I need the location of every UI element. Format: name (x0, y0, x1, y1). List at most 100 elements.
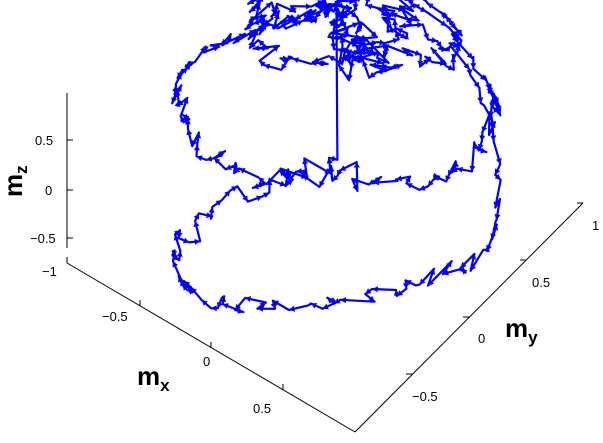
trajectory-arrowhead (406, 50, 413, 57)
trajectory-arrowhead (382, 15, 389, 22)
trajectory-arrowhead (412, 2, 419, 9)
trajectory-arrowhead (445, 16, 452, 23)
trajectory-arrowhead (356, 26, 362, 33)
trajectory-arrowhead (178, 276, 184, 283)
trajectory-arrowhead (348, 63, 355, 69)
trajectory-arrowhead (356, 54, 363, 61)
trajectory-arrowhead (394, 31, 401, 38)
trajectory-arrowhead (385, 17, 392, 24)
trajectory-arrowhead (330, 20, 337, 26)
trajectory-arrowhead (300, 173, 308, 179)
trajectory-arrowhead (368, 179, 375, 185)
trajectory-arrowhead (372, 286, 378, 293)
trajectory-arrowhead (323, 11, 330, 18)
trajectory-arrowhead (382, 43, 389, 50)
trajectory-arrowhead (390, 63, 397, 70)
trajectory-arrowhead (472, 142, 479, 149)
trajectory-arrowhead (431, 37, 438, 44)
trajectory-arrowhead (211, 305, 217, 312)
trajectory-arrowhead (272, 45, 279, 52)
trajectory-arrowhead (321, 60, 328, 67)
trajectory-arrowhead (412, 14, 419, 21)
trajectory-arrowhead (296, 168, 302, 175)
trajectory-arrowhead (171, 97, 177, 104)
trajectory-arrowhead (428, 279, 434, 286)
trajectory-arrowhead (433, 174, 440, 180)
trajectory-arrowhead (495, 158, 502, 165)
trajectory-arrowhead (245, 23, 252, 30)
trajectory-arrowhead (493, 97, 499, 104)
trajectory-arrowhead (352, 184, 358, 191)
trajectory-arrowhead (295, 13, 302, 20)
y-ticks: −0.5 0 0.5 1 (406, 202, 599, 404)
trajectory-arrowhead (326, 157, 333, 164)
trajectory-arrowhead (381, 9, 387, 16)
trajectory-arrowhead (417, 21, 423, 28)
trajectory-arrowhead (337, 16, 344, 24)
trajectory-arrowhead (328, 56, 335, 62)
trajectory-arrowhead (392, 37, 399, 44)
x-tick-label: −1 (42, 264, 57, 279)
trajectory-arrowhead (206, 155, 213, 162)
trajectory-arrowhead (383, 45, 390, 51)
trajectory-arrowhead (327, 5, 334, 12)
trajectory-arrowhead (440, 20, 447, 26)
trajectory-arrowhead (273, 3, 280, 10)
trajectory-arrowhead (310, 59, 317, 66)
trajectory-arrowhead (494, 173, 501, 180)
trajectory-arrowhead (460, 261, 467, 268)
trajectory-arrowhead (238, 33, 245, 39)
trajectory-arrowhead (382, 57, 389, 64)
trajectory-arrowhead (306, 12, 313, 19)
trajectory-arrowhead (488, 90, 494, 97)
trajectory-arrowhead (387, 27, 394, 33)
trajectory-arrowhead (427, 3, 434, 9)
trajectory-arrowhead (281, 63, 287, 70)
trajectory-arrowhead (176, 251, 183, 257)
trajectory-arrowhead (224, 190, 231, 197)
trajectory-arrowhead (234, 167, 241, 174)
trajectory-arrowhead (419, 278, 426, 285)
trajectory-arrowhead (494, 168, 501, 175)
trajectory-arrowhead (484, 246, 490, 253)
trajectory-arrowhead (356, 57, 363, 64)
trajectory-arrowhead (353, 48, 360, 55)
trajectory-arrowhead (186, 129, 193, 136)
trajectory-arrowhead (341, 10, 348, 17)
trajectory-arrowhead (358, 0, 360, 1)
trajectory-arrowhead (404, 0, 411, 1)
y-tick-label: 0 (478, 331, 485, 346)
trajectory-arrowhead (339, 165, 347, 171)
trajectory-arrowhead (473, 81, 480, 88)
trajectory-arrowhead (194, 238, 201, 245)
trajectory-series (170, 0, 502, 314)
trajectory-arrowhead (285, 172, 292, 179)
trajectory-arrowhead (248, 32, 255, 40)
trajectory-arrowhead (402, 48, 409, 54)
trajectory-arrowhead (365, 48, 372, 55)
trajectory-arrowhead (358, 49, 365, 55)
trajectory-arrowhead (461, 268, 468, 275)
trajectory-arrowhead (388, 11, 395, 18)
trajectory-arrowhead (239, 168, 246, 174)
trajectory-arrowhead (352, 56, 359, 62)
trajectory-arrowhead (364, 0, 371, 2)
trajectory-arrowhead (286, 179, 293, 186)
trajectory-arrowhead (266, 21, 272, 28)
trajectory-arrowhead (259, 302, 266, 309)
trajectory-arrowhead (176, 232, 183, 239)
trajectory-arrowhead (480, 147, 487, 154)
trajectory-arrowhead (450, 22, 456, 29)
trajectory-arrowhead (423, 33, 429, 40)
trajectory-arrowhead (450, 165, 456, 172)
trajectory-arrowhead (171, 249, 178, 256)
trajectory-arrowhead (257, 13, 264, 20)
trajectory-arrowhead (469, 165, 476, 172)
trajectory-arrowhead (196, 155, 203, 162)
trajectory-arrowhead (494, 214, 501, 220)
trajectory-arrowhead (193, 213, 200, 220)
trajectory-arrowhead (335, 23, 341, 30)
trajectory-arrowhead (466, 52, 473, 59)
trajectory-arrowhead (400, 5, 407, 11)
trajectory-arrowhead (222, 303, 229, 309)
